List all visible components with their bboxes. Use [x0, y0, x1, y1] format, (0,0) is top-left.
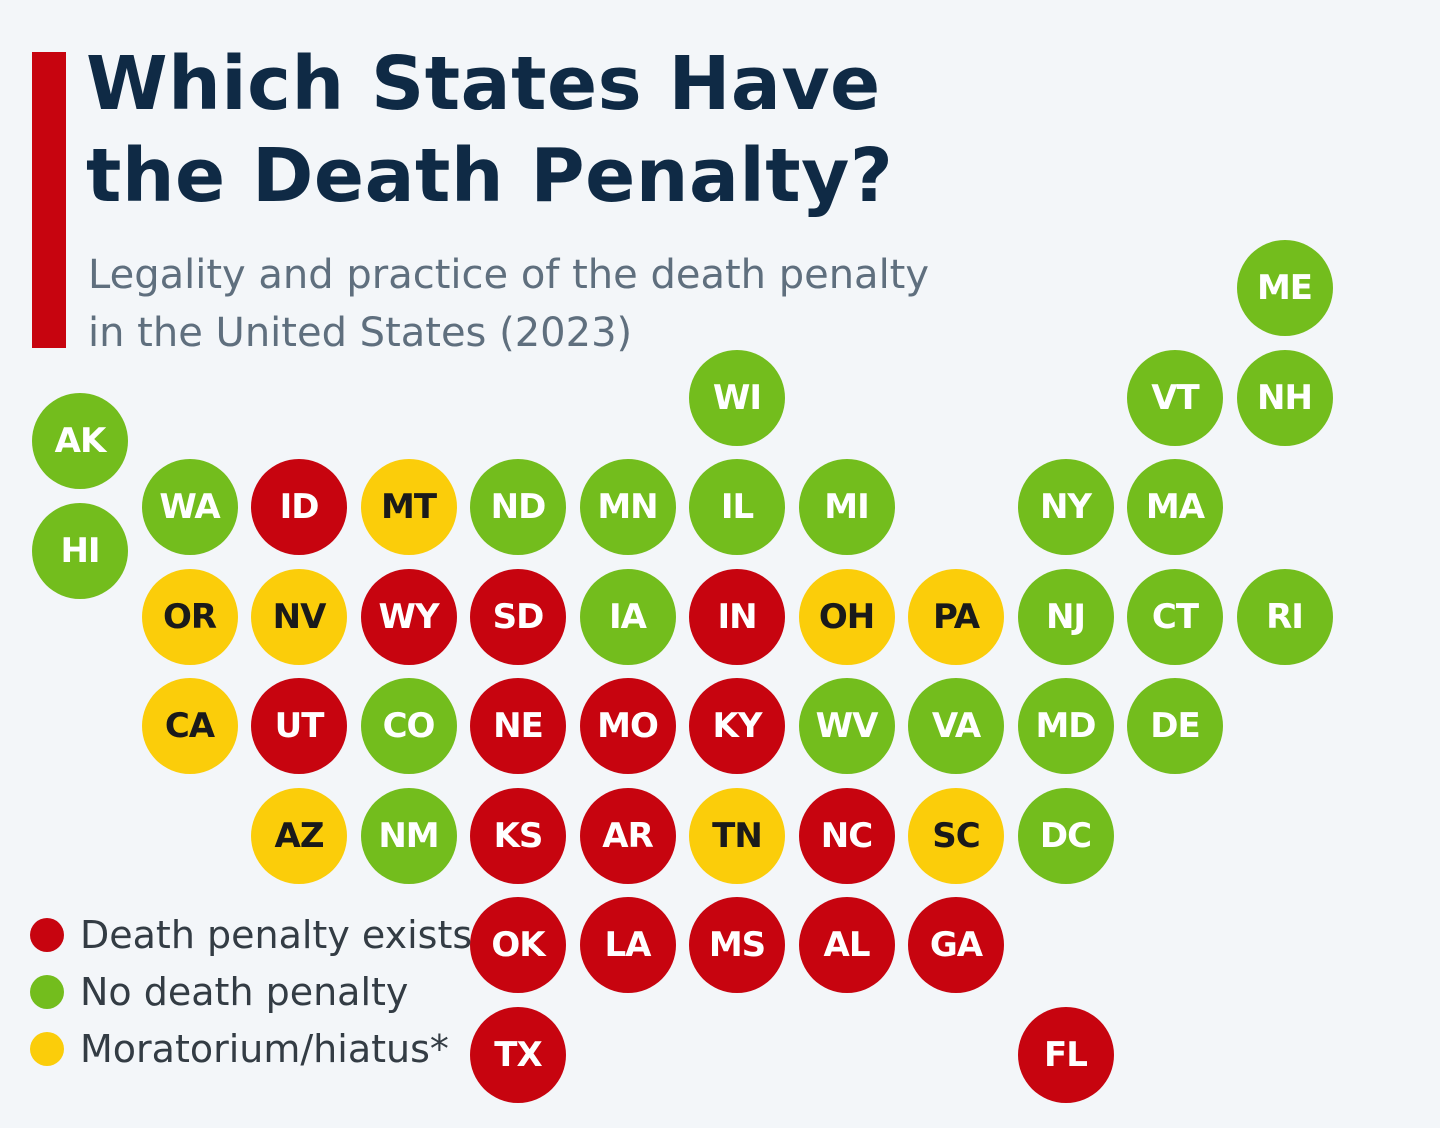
state-tile-id: ID [251, 459, 347, 555]
state-tile-la: LA [579, 897, 676, 993]
state-tile-ky: KY [689, 678, 785, 774]
state-tile-oh: OH [798, 568, 895, 665]
chart-title-line-1: Which States Have [86, 41, 881, 127]
state-tile-ok: OK [470, 897, 566, 993]
state-tile-md: MD [1017, 678, 1114, 774]
state-tile-vt: VT [1127, 349, 1223, 446]
legend-swatch-moratorium [30, 1031, 64, 1066]
state-tile-dc: DC [1017, 787, 1114, 884]
state-tile-ne: NE [470, 678, 566, 774]
state-tile-fl: FL [1017, 1006, 1114, 1103]
state-tile-de: DE [1127, 678, 1223, 774]
state-tile-hi: HI [32, 502, 128, 599]
state-tile-nv: NV [251, 568, 347, 665]
state-tile-sc: SC [908, 787, 1004, 884]
state-tile-wy: WY [360, 568, 457, 665]
state-tile-nm: NM [360, 787, 457, 884]
state-tile-ar: AR [579, 787, 676, 884]
state-tile-ct: CT [1127, 568, 1223, 665]
state-tile-tn: TN [689, 787, 785, 884]
state-tile-ri: RI [1236, 568, 1333, 665]
state-tile-wi: WI [689, 349, 785, 446]
state-tile-ma: MA [1127, 459, 1223, 555]
state-tile-va: VA [908, 678, 1004, 774]
accent-bar [32, 52, 66, 348]
state-tile-mo: MO [579, 678, 676, 774]
state-tile-wa: WA [141, 459, 238, 555]
state-tile-nd: ND [470, 459, 566, 555]
state-tile-nh: NH [1236, 349, 1333, 446]
legend-label-moratorium: Moratorium/hiatus* [80, 1026, 449, 1071]
state-tile-az: AZ [251, 787, 347, 884]
state-tile-ca: CA [141, 678, 238, 774]
state-tile-tx: TX [470, 1006, 566, 1103]
state-tile-co: CO [360, 678, 457, 774]
state-tile-ks: KS [470, 787, 566, 884]
legend-swatch-none [30, 974, 64, 1009]
legend-item-none: No death penalty [30, 963, 472, 1020]
chart-subtitle: Legality and practice of the death penal… [88, 246, 929, 362]
legend-item-moratorium: Moratorium/hiatus* [30, 1020, 472, 1077]
state-tile-in: IN [689, 568, 785, 665]
chart-subtitle-line-2: in the United States (2023) [88, 310, 633, 356]
state-tile-mi: MI [798, 459, 895, 555]
state-tile-me: ME [1236, 240, 1333, 336]
state-tile-ga: GA [908, 897, 1004, 993]
state-tile-il: IL [689, 459, 785, 555]
state-tile-ia: IA [579, 568, 676, 665]
state-tile-ny: NY [1017, 459, 1114, 555]
legend-label-none: No death penalty [80, 969, 409, 1014]
chart-subtitle-line-1: Legality and practice of the death penal… [88, 252, 930, 298]
state-tile-or: OR [141, 568, 238, 665]
state-tile-mn: MN [579, 459, 676, 555]
state-tile-sd: SD [470, 568, 566, 665]
state-tile-nc: NC [798, 787, 895, 884]
state-tile-mt: MT [360, 459, 457, 555]
state-tile-nj: NJ [1017, 568, 1114, 665]
state-tile-wv: WV [798, 678, 895, 774]
state-tile-al: AL [798, 897, 895, 993]
legend-item-exists: Death penalty exists [30, 906, 472, 963]
chart-title: Which States Have the Death Penalty? [86, 38, 893, 222]
state-tile-pa: PA [908, 568, 1004, 665]
chart-title-line-2: the Death Penalty? [86, 133, 894, 219]
state-tile-ak: AK [32, 393, 128, 490]
legend: Death penalty exists No death penalty Mo… [30, 906, 472, 1077]
legend-swatch-exists [30, 917, 64, 952]
legend-label-exists: Death penalty exists [80, 912, 473, 957]
state-tile-ms: MS [689, 897, 785, 993]
state-tile-ut: UT [251, 678, 347, 774]
